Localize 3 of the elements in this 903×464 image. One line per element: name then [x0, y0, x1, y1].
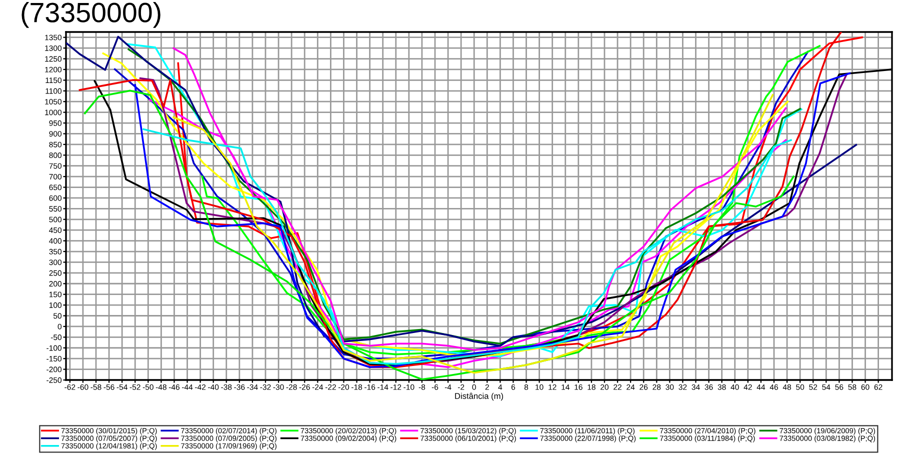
x-axis-title: Distância (m): [455, 392, 504, 401]
line-series: [84, 90, 794, 380]
chart-title: (73350000): [22, 2, 160, 28]
